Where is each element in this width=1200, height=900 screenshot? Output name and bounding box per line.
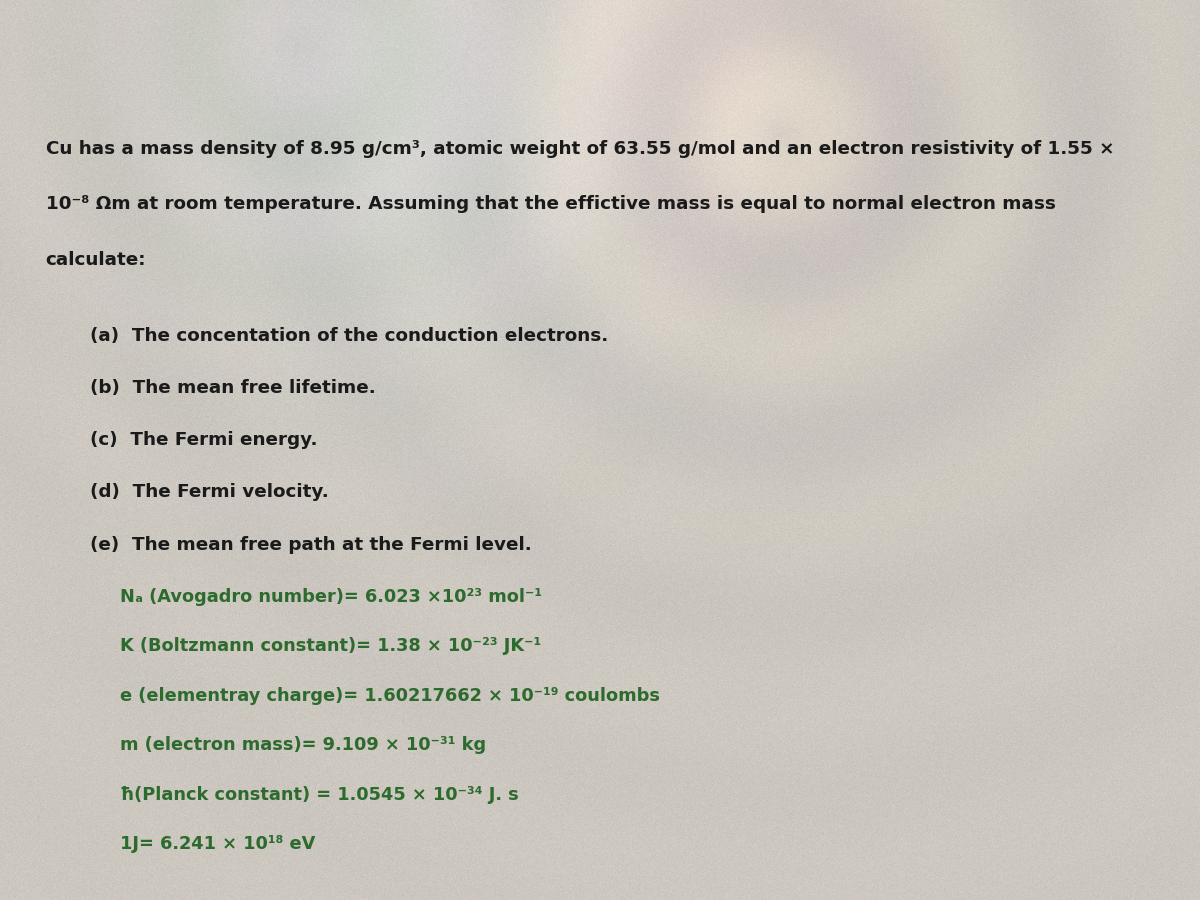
Text: Nₐ (Avogadro number)= 6.023 ×10²³ mol⁻¹: Nₐ (Avogadro number)= 6.023 ×10²³ mol⁻¹	[120, 588, 542, 606]
Text: (d)  The Fermi velocity.: (d) The Fermi velocity.	[90, 483, 329, 501]
Text: (b)  The mean free lifetime.: (b) The mean free lifetime.	[90, 379, 376, 397]
Text: 1J= 6.241 × 10¹⁸ eV: 1J= 6.241 × 10¹⁸ eV	[120, 835, 316, 853]
Text: ħ(Planck constant) = 1.0545 × 10⁻³⁴ J. s: ħ(Planck constant) = 1.0545 × 10⁻³⁴ J. s	[120, 786, 518, 804]
Text: m (electron mass)= 9.109 × 10⁻³¹ kg: m (electron mass)= 9.109 × 10⁻³¹ kg	[120, 736, 486, 754]
Text: (c)  The Fermi energy.: (c) The Fermi energy.	[90, 431, 318, 449]
Text: 10⁻⁸ Ωm at room temperature. Assuming that the effictive mass is equal to normal: 10⁻⁸ Ωm at room temperature. Assuming th…	[46, 195, 1056, 213]
Text: calculate:: calculate:	[46, 251, 146, 269]
Text: K (Boltzmann constant)= 1.38 × 10⁻²³ JK⁻¹: K (Boltzmann constant)= 1.38 × 10⁻²³ JK⁻…	[120, 637, 541, 655]
Text: e (elementray charge)= 1.60217662 × 10⁻¹⁹ coulombs: e (elementray charge)= 1.60217662 × 10⁻¹…	[120, 687, 660, 705]
Text: (a)  The concentation of the conduction electrons.: (a) The concentation of the conduction e…	[90, 327, 608, 345]
Text: Cu has a mass density of 8.95 g/cm³, atomic weight of 63.55 g/mol and an electro: Cu has a mass density of 8.95 g/cm³, ato…	[46, 140, 1114, 158]
Text: (e)  The mean free path at the Fermi level.: (e) The mean free path at the Fermi leve…	[90, 536, 532, 554]
